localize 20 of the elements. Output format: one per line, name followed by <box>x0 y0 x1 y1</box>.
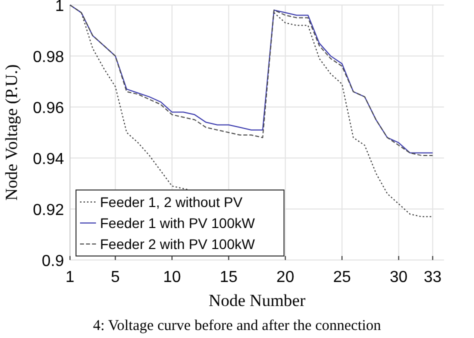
x-tick-label: 15 <box>220 269 238 286</box>
x-tick-label: 33 <box>424 269 442 286</box>
y-tick-label: 0.98 <box>32 49 64 66</box>
x-tick-label: 5 <box>110 269 120 286</box>
y-tick-label: 1 <box>55 0 64 15</box>
x-axis-title: Node Number <box>208 291 306 310</box>
x-tick-label: 20 <box>276 269 294 286</box>
x-tick-label: 10 <box>163 269 181 286</box>
y-axis-title: Node Voltage (P.U.) <box>2 64 21 201</box>
legend-label: Feeder 2 with PV 100kW <box>100 236 256 252</box>
x-tick-label: 1 <box>66 269 75 286</box>
y-tick-label: 0.9 <box>42 253 64 270</box>
legend-label: Feeder 1, 2 without PV <box>100 194 244 210</box>
text: 4: Voltage curve before and after the connection <box>92 318 382 334</box>
x-tick-label: 30 <box>390 269 408 286</box>
x-tick-label: 25 <box>333 269 351 286</box>
y-tick-label: 0.92 <box>32 202 64 219</box>
y-tick-label: 0.94 <box>32 151 64 168</box>
legend-label: Feeder 1 with PV 100kW <box>100 215 256 231</box>
y-tick-label: 0.96 <box>32 100 64 117</box>
